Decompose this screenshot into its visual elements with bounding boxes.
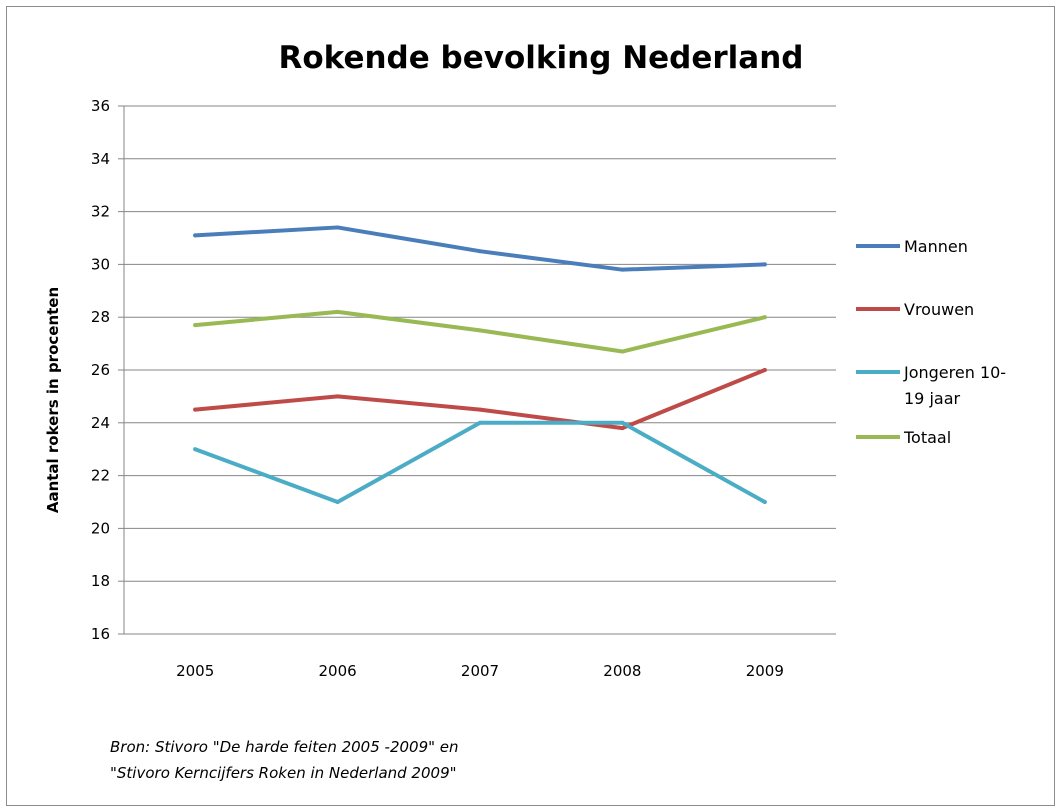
legend-label-line: 19 jaar [904, 389, 961, 408]
x-tick-label-2008: 2008 [603, 662, 641, 680]
legend-label-totaal: Totaal [903, 428, 951, 447]
y-tick-label-30: 30 [91, 255, 110, 273]
legend-label-mannen: Mannen [904, 237, 968, 256]
x-tick-label-2009: 2009 [746, 662, 784, 680]
source-note: Bron: Stivoro "De harde feiten 2005 -200… [110, 738, 459, 782]
x-tick-label-2006: 2006 [319, 662, 357, 680]
data-point-totaal-2007 [478, 328, 482, 333]
y-tick-label-34: 34 [91, 150, 110, 168]
series-line-jongeren-10-19-jaar [193, 420, 767, 504]
y-tick-label-26: 26 [91, 361, 110, 379]
data-point-jongeren-10-19-jaar-2007 [478, 420, 482, 425]
data-point-mannen-2006 [335, 225, 340, 230]
legend-label-line: Mannen [904, 237, 968, 256]
data-point-vrouwen-2007 [478, 407, 482, 412]
data-point-vrouwen-2006 [335, 394, 340, 399]
data-point-mannen-2005 [193, 233, 198, 238]
legend-label-line: Vrouwen [904, 300, 974, 319]
series-line-vrouwen [193, 368, 767, 431]
tick-labels: 16 18 20 22 24 26 28 30 32 34 36 2005 2006 2007 2008 20… [91, 97, 784, 680]
y-tick-label-18: 18 [91, 572, 110, 590]
chart-title: Rokende bevolking Nederland [279, 40, 804, 76]
y-axis-label: Aantal rokers in procenten [44, 287, 62, 513]
data-point-totaal-2006 [335, 309, 340, 314]
source-line-1: Bron: Stivoro "De harde feiten 2005 -200… [110, 738, 459, 756]
data-point-jongeren-10-19-jaar-2005 [193, 447, 198, 452]
legend-label-vrouwen: Vrouwen [904, 300, 974, 319]
y-tick-label-16: 16 [91, 625, 110, 643]
legend: Mannen Vrouwen Jongeren 10- 19 jaar Totaal [856, 237, 1006, 447]
data-point-totaal-2009 [762, 315, 767, 320]
y-tick-label-28: 28 [91, 308, 110, 326]
legend-label-line: Jongeren 10- [903, 363, 1006, 382]
y-tick-label-24: 24 [91, 414, 110, 432]
data-point-jongeren-10-19-jaar-2006 [335, 500, 340, 504]
y-tick-label-22: 22 [91, 467, 110, 485]
legend-label-jongeren-10-19-jaar: Jongeren 10- 19 jaar [903, 363, 1006, 408]
data-point-totaal-2005 [193, 323, 198, 328]
data-point-vrouwen-2009 [762, 368, 767, 372]
x-tick-label-2005: 2005 [176, 662, 214, 680]
data-point-vrouwen-2008 [620, 426, 625, 431]
legend-label-line: Totaal [903, 428, 951, 447]
data-point-jongeren-10-19-jaar-2009 [762, 500, 767, 504]
x-tick-label-2007: 2007 [461, 662, 499, 680]
source-line-2: "Stivoro Kerncijfers Roken in Nederland … [110, 764, 457, 782]
chart-frame [6, 6, 1055, 806]
data-point-mannen-2008 [620, 267, 625, 272]
y-tick-label-32: 32 [91, 203, 110, 221]
data-point-mannen-2009 [762, 262, 767, 267]
series-line-mannen [193, 225, 767, 272]
data-point-vrouwen-2005 [193, 407, 198, 412]
y-tick-label-20: 20 [91, 519, 110, 537]
series-lines [193, 225, 767, 504]
data-point-mannen-2007 [478, 249, 482, 254]
y-tick-label-36: 36 [91, 97, 110, 115]
data-point-totaal-2008 [620, 349, 625, 354]
gridlines [118, 105, 836, 635]
data-point-jongeren-10-19-jaar-2008 [620, 420, 625, 425]
